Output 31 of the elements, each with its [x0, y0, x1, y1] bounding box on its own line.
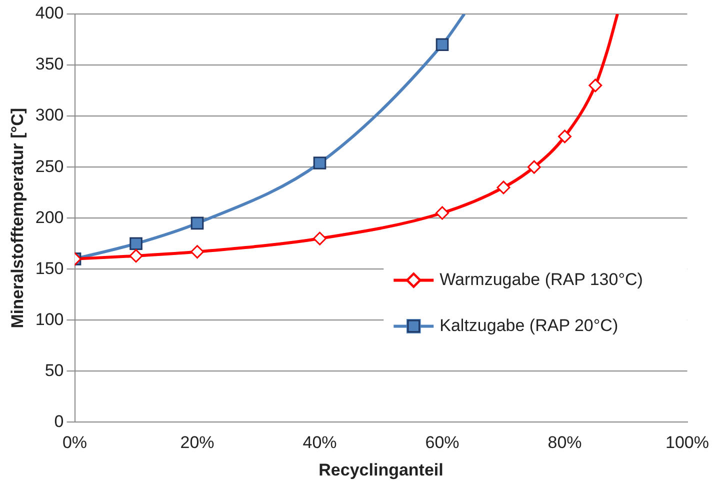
y-tick-label: 400: [35, 4, 64, 23]
point: [436, 206, 450, 220]
y-tick-label: 150: [35, 258, 64, 278]
x-tick-label: 40%: [302, 433, 337, 452]
x-tick-label: 20%: [180, 433, 214, 452]
point: [129, 249, 143, 263]
point: [190, 245, 204, 259]
y-tick-label: 350: [35, 54, 64, 74]
y-tick-label: 250: [35, 156, 64, 176]
y-tick-label: 0: [54, 412, 64, 431]
legend-label: Warmzugabe (RAP 130°C): [440, 270, 643, 289]
x-axis-title: Recyclinganteil: [318, 460, 444, 480]
x-tick-label: 60%: [425, 433, 460, 452]
point: [527, 160, 541, 174]
legend-label: Kaltzugabe (RAP 20°C): [440, 316, 618, 335]
point: [313, 232, 327, 246]
point: [313, 156, 326, 170]
point: [558, 130, 572, 144]
point: [496, 180, 510, 194]
x-tick-label: 100%: [666, 433, 709, 452]
y-axis-title: Mineralstofftemperatur [°C]: [8, 108, 27, 328]
y-tick-label: 50: [44, 360, 64, 380]
point: [190, 216, 204, 230]
y-tick-label: 100: [35, 310, 64, 329]
y-tick-label: 300: [35, 106, 64, 125]
y-tick-label: 200: [35, 208, 64, 227]
point: [588, 78, 602, 92]
x-tick-label: 80%: [548, 433, 582, 452]
point: [436, 38, 449, 52]
point: [130, 237, 142, 250]
x-tick-label: 0%: [62, 433, 88, 452]
